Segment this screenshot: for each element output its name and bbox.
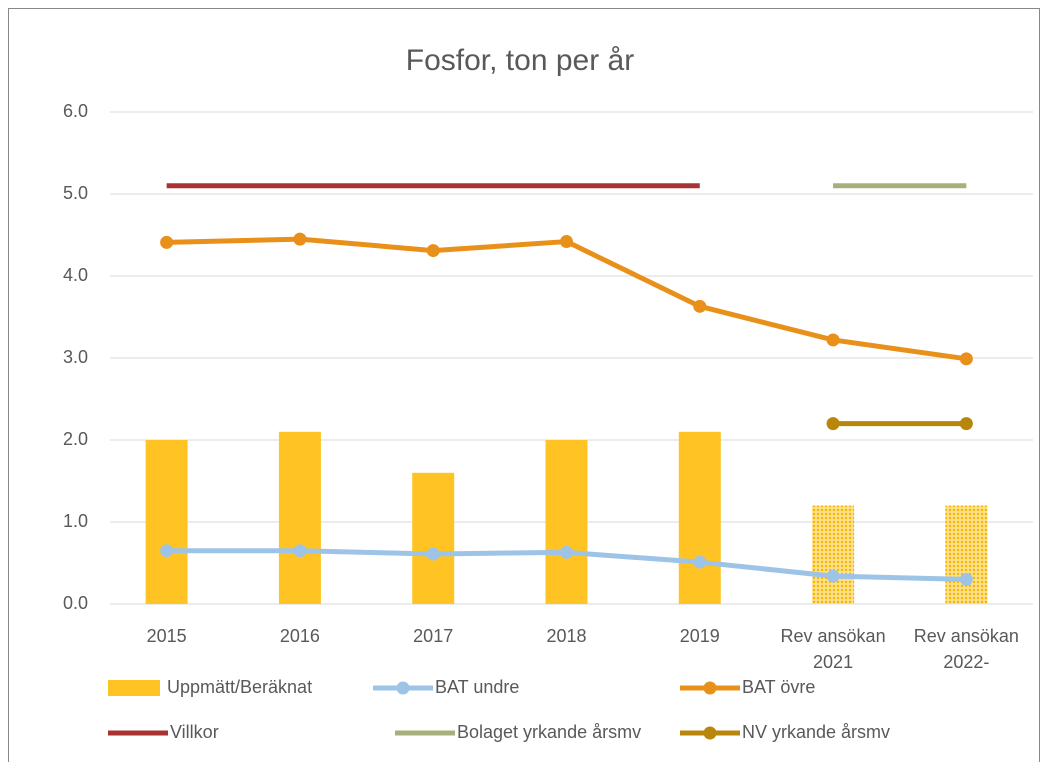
legend-label: Villkor <box>170 722 219 742</box>
y-tick-label: 3.0 <box>63 347 88 367</box>
marker <box>959 417 973 431</box>
marker <box>693 555 707 569</box>
marker <box>560 545 573 559</box>
legend-label: Bolaget yrkande årsmv <box>457 722 641 742</box>
marker <box>959 572 973 586</box>
frame <box>8 8 1040 762</box>
marker <box>959 352 973 366</box>
legend-label: NV yrkande årsmv <box>742 722 890 742</box>
y-tick-label: 2.0 <box>63 429 88 449</box>
y-tick-label: 6.0 <box>63 101 88 121</box>
x-tick-label: 2018 <box>546 626 587 646</box>
legend-label: BAT undre <box>435 677 519 697</box>
bar <box>145 440 188 604</box>
marker <box>826 569 840 583</box>
marker <box>160 235 174 249</box>
legend-marker <box>703 726 717 740</box>
y-tick-label: 4.0 <box>63 265 88 285</box>
y-tick-label: 0.0 <box>63 593 88 613</box>
x-tick-label: 2015 <box>146 626 187 646</box>
marker <box>426 244 440 258</box>
bar <box>678 431 721 604</box>
chart-title: Fosfor, ton per år <box>406 44 634 77</box>
legend-marker <box>396 681 410 695</box>
marker <box>560 235 573 249</box>
y-tick-label: 5.0 <box>63 183 88 203</box>
marker <box>293 232 307 246</box>
legend-marker <box>703 681 717 695</box>
bar <box>812 505 855 604</box>
marker <box>160 544 174 558</box>
x-tick-label: Rev ansökan 2022- <box>913 626 1019 672</box>
x-tick-label: 2017 <box>413 626 454 646</box>
line <box>166 236 967 362</box>
marker <box>426 547 440 561</box>
legend-swatch <box>108 680 160 696</box>
marker <box>693 299 707 313</box>
x-tick-label: 2016 <box>279 626 320 646</box>
x-tick-label: 2019 <box>679 626 720 646</box>
marker <box>293 544 307 558</box>
bar <box>945 505 988 604</box>
marker <box>826 333 840 347</box>
marker <box>826 417 840 431</box>
legend-label: BAT övre <box>742 677 815 697</box>
bar <box>545 440 588 604</box>
x-tick-label: Rev ansökan 2021 <box>780 626 886 672</box>
legend-label: Uppmätt/Beräknat <box>167 677 312 697</box>
bar <box>412 472 455 604</box>
bar <box>278 431 321 604</box>
y-tick-label: 1.0 <box>63 511 88 531</box>
